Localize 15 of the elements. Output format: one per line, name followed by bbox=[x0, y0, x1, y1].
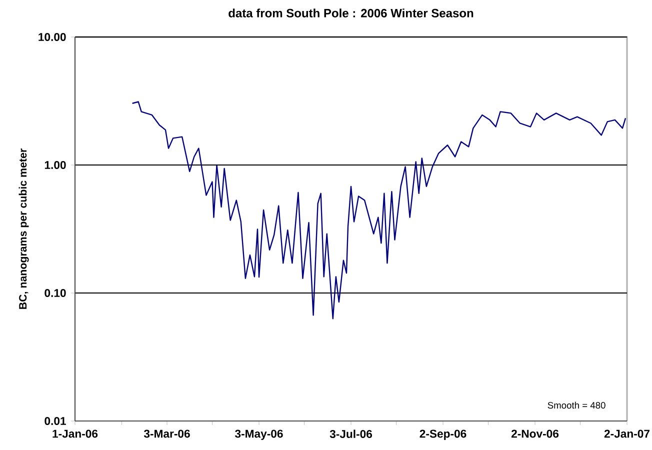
chart-title: data from South Pole : 2006 Winter Season bbox=[228, 8, 474, 18]
line-series bbox=[132, 101, 626, 320]
y-tick-label: 0.10 bbox=[44, 289, 66, 298]
y-axis-title: BC, nanograms per cubic meter bbox=[18, 148, 29, 309]
x-tick-label: 2-Nov-06 bbox=[511, 430, 559, 438]
x-tick-label: 3-Jul-06 bbox=[330, 430, 372, 438]
x-tick-label: 3-May-06 bbox=[235, 430, 283, 440]
x-tick-label: 2-Sep-06 bbox=[420, 430, 466, 440]
x-tick-label: 2-Jan-07 bbox=[604, 430, 650, 438]
x-tick-label: 1-Jan-06 bbox=[52, 430, 98, 438]
annotation: Smooth = 480 bbox=[548, 402, 606, 409]
y-tick-label: 10.00 bbox=[38, 33, 66, 42]
y-tick-label: 0.01 bbox=[44, 417, 66, 426]
x-tick-label: 3-Mar-06 bbox=[144, 430, 190, 438]
y-tick-label: 1.00 bbox=[44, 161, 66, 170]
